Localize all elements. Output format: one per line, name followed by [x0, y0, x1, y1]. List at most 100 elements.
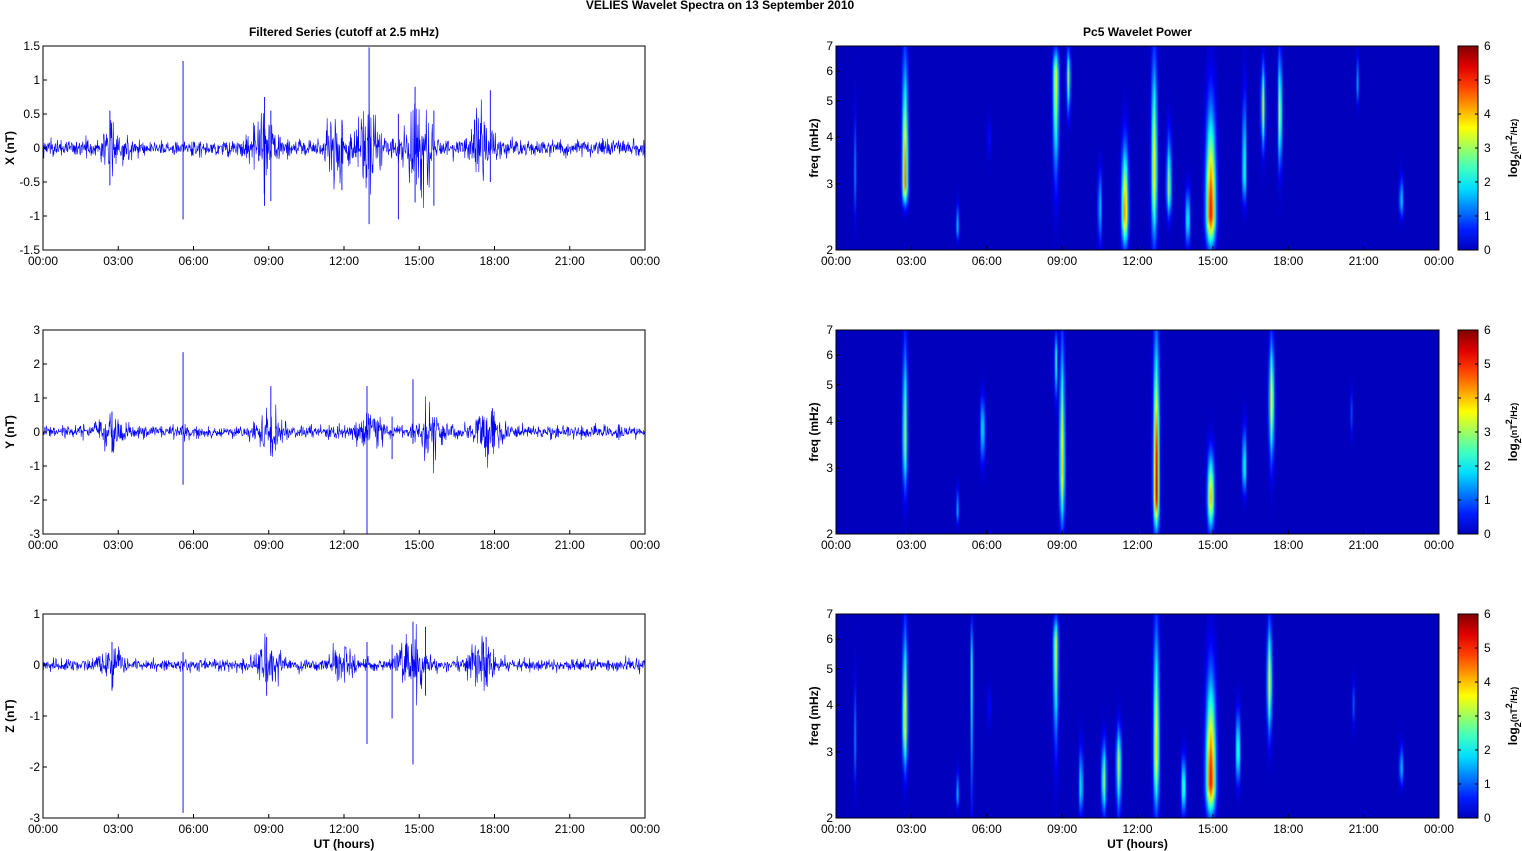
- y-tick-label: -1: [29, 209, 40, 223]
- colorbar-tick-label: 0: [1484, 527, 1491, 541]
- y-axis-label: freq (mHz): [807, 118, 821, 177]
- x-tick-label: 06:00: [972, 822, 1002, 836]
- y-tick-label: 5: [826, 378, 833, 392]
- timeseries-panel-2: -3 -2 -1 0 1 00:00 03:00 06:00 09:00 12:00 15:00 18…: [3, 607, 660, 851]
- spectrum-panel-0: 2 3 4 5 6 7 00:00 03:00 06:00 09:00 12:00 15:00 18:0…: [807, 25, 1522, 268]
- colorbar-tick-label: 4: [1484, 675, 1491, 689]
- y-axis-label: Y (nT): [3, 415, 17, 449]
- x-tick-label: 03:00: [103, 822, 133, 836]
- y-tick-label: -0.5: [19, 175, 40, 189]
- y-tick-label: 7: [826, 607, 833, 621]
- colorbar-label: log2(nT2/Hz): [1504, 403, 1522, 462]
- y-tick-label: 1.5: [23, 39, 40, 53]
- y-tick-label: 3: [826, 461, 833, 475]
- y-tick-label: 5: [826, 662, 833, 676]
- x-tick-label: 15:00: [404, 254, 434, 268]
- colorbar-tick-label: 1: [1484, 209, 1491, 223]
- wavelet-power-heatmap: [836, 46, 1439, 250]
- y-tick-label: 2: [826, 243, 833, 257]
- x-tick-label: 21:00: [1349, 254, 1379, 268]
- colorbar-tick-label: 3: [1484, 709, 1491, 723]
- timeseries-panel-1: -3 -2 -1 0 1 2 3 00:00 03:00 06:00 09:00 12:00 15:00…: [3, 323, 660, 552]
- x-tick-label: 15:00: [404, 538, 434, 552]
- y-tick-label: 3: [33, 323, 40, 337]
- x-tick-label: 18:00: [1273, 254, 1303, 268]
- x-tick-label: 15:00: [1198, 538, 1228, 552]
- y-tick-label: 0: [33, 425, 40, 439]
- y-axis-label: freq (mHz): [807, 402, 821, 461]
- y-tick-label: 3: [826, 745, 833, 759]
- y-tick-label: 1: [33, 391, 40, 405]
- colorbar-tick-label: 0: [1484, 811, 1491, 825]
- y-tick-label: -3: [29, 527, 40, 541]
- wavelet-power-heatmap: [836, 614, 1439, 818]
- x-tick-label: 00:00: [630, 822, 660, 836]
- panels: -1.5-1-0.500.511.500:00 03:00 06:00 09:00 12…: [3, 25, 1522, 851]
- x-tick-label: 21:00: [555, 822, 585, 836]
- x-tick-label: 06:00: [972, 538, 1002, 552]
- colorbar-tick-label: 5: [1484, 73, 1491, 87]
- colorbar-tick-label: 4: [1484, 107, 1491, 121]
- y-tick-label: 2: [826, 527, 833, 541]
- x-tick-label: 15:00: [404, 822, 434, 836]
- x-tick-label: 12:00: [329, 822, 359, 836]
- x-tick-label: 12:00: [1122, 538, 1152, 552]
- x-tick-label: 21:00: [555, 538, 585, 552]
- y-tick-label: 1: [33, 73, 40, 87]
- y-tick-label: 0.5: [23, 107, 40, 121]
- x-tick-label: 03:00: [896, 254, 926, 268]
- colorbar-tick-label: 2: [1484, 175, 1491, 189]
- x-tick-label: 18:00: [479, 254, 509, 268]
- spectrum-panel-2: 2 3 4 5 6 7 00:00 03:00 06:00 09:00 12:00 15:00 18:0…: [807, 607, 1522, 851]
- y-axis-label: X (nT): [3, 131, 17, 165]
- colorbar-label: log2(nT2/Hz): [1504, 119, 1522, 178]
- colorbar-tick-label: 0: [1484, 243, 1491, 257]
- y-tick-label: 6: [826, 632, 833, 646]
- trace-line: [42, 624, 646, 706]
- timeseries-panel-0: -1.5 -1 -0.5 0 0.5 1 1.5 00:00 03:00 06:00 09:00 12…: [3, 25, 660, 268]
- y-tick-label: 2: [33, 357, 40, 371]
- colorbar-tick-label: 4: [1484, 391, 1491, 405]
- y-tick-label: 7: [826, 39, 833, 53]
- y-tick-label: -2: [29, 760, 40, 774]
- x-tick-label: 00:00: [1424, 254, 1454, 268]
- x-tick-label: 06:00: [972, 254, 1002, 268]
- y-axis-label: freq (mHz): [807, 686, 821, 745]
- x-tick-label: 00:00: [1424, 538, 1454, 552]
- y-tick-label: 1: [33, 607, 40, 621]
- colorbar-tick-label: 1: [1484, 777, 1491, 791]
- y-tick-label: -1: [29, 709, 40, 723]
- y-tick-label: 3: [826, 177, 833, 191]
- y-tick-label: 4: [826, 130, 833, 144]
- x-tick-label: 00:00: [821, 254, 851, 268]
- x-tick-label: 15:00: [1198, 254, 1228, 268]
- y-axis-label: Z (nT): [3, 699, 17, 732]
- trace-line: [42, 396, 646, 474]
- panel-title: Filtered Series (cutoff at 2.5 mHz): [249, 25, 439, 39]
- x-tick-label: 09:00: [1047, 254, 1077, 268]
- x-tick-label: 15:00: [1198, 822, 1228, 836]
- colorbar-tick-label: 6: [1484, 323, 1491, 337]
- x-tick-label: 03:00: [103, 254, 133, 268]
- x-tick-label: 00:00: [821, 538, 851, 552]
- y-tick-label: 4: [826, 414, 833, 428]
- x-tick-label: 09:00: [254, 538, 284, 552]
- y-tick-label: -1: [29, 459, 40, 473]
- x-tick-label: 00:00: [630, 538, 660, 552]
- x-tick-label: 09:00: [254, 822, 284, 836]
- colorbar-tick-label: 5: [1484, 641, 1491, 655]
- x-tick-label: 00:00: [28, 254, 58, 268]
- x-tick-label: 03:00: [896, 538, 926, 552]
- colorbar-label: log2(nT2/Hz): [1504, 687, 1522, 746]
- x-tick-label: 18:00: [479, 538, 509, 552]
- y-tick-label: -2: [29, 493, 40, 507]
- x-tick-label: 00:00: [1424, 822, 1454, 836]
- colorbar-tick-label: 3: [1484, 141, 1491, 155]
- colorbar-tick-label: 5: [1484, 357, 1491, 371]
- y-tick-label: 7: [826, 323, 833, 337]
- colorbar-tick-label: 6: [1484, 607, 1491, 621]
- colorbar-tick-label: 2: [1484, 459, 1491, 473]
- x-tick-label: 06:00: [178, 822, 208, 836]
- colorbar-tick-label: 6: [1484, 39, 1491, 53]
